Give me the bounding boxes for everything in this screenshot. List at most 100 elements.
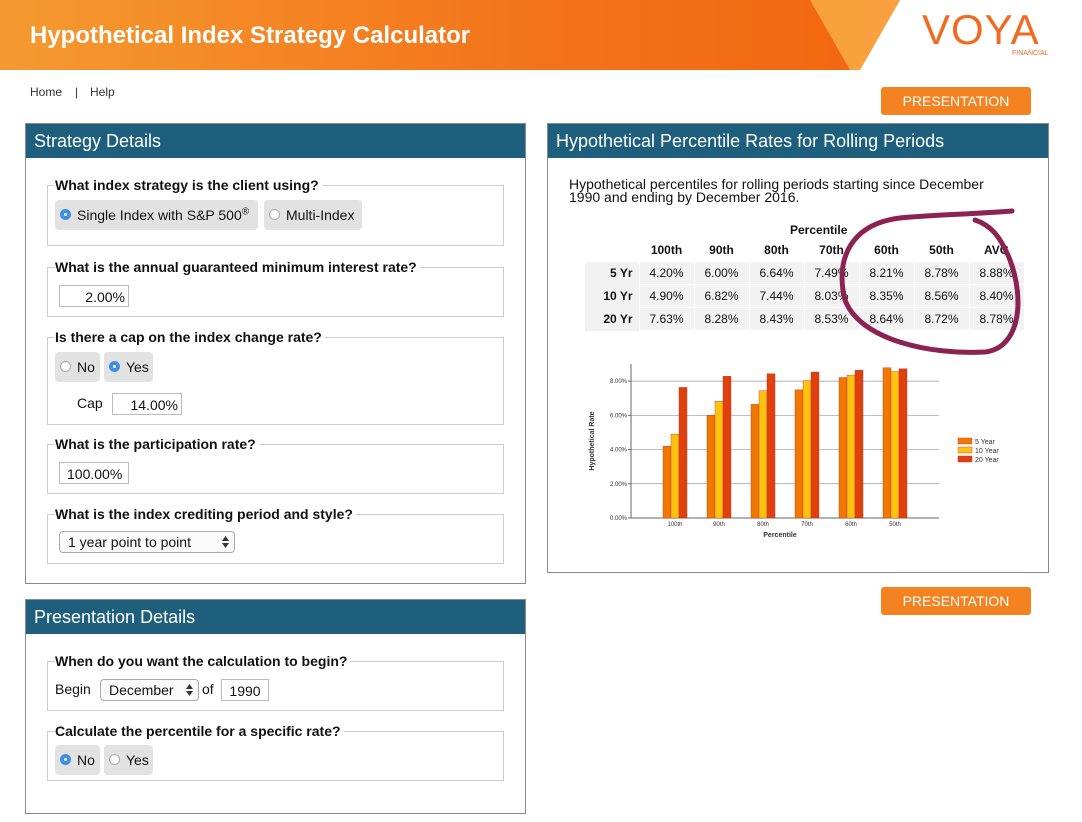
legend-label: 10 Year [975, 448, 999, 455]
select-value: December [109, 682, 174, 698]
question: When do you want the calculation to begi… [55, 653, 351, 669]
begin-label: Begin [55, 681, 91, 697]
table-cell: 8.40% [968, 284, 1025, 308]
bar [766, 373, 776, 519]
bar [670, 433, 680, 519]
panel-title: Presentation Details [26, 600, 525, 634]
text-input[interactable]: 1990 [221, 679, 269, 701]
radio[interactable] [109, 754, 120, 765]
header-band [0, 0, 900, 70]
radio[interactable] [109, 361, 120, 372]
legend-swatch [957, 446, 973, 454]
presentation-panel: Presentation Details [25, 599, 526, 814]
bar [890, 371, 900, 519]
select[interactable]: December [100, 679, 199, 701]
text-input[interactable]: 14.00% [112, 393, 182, 415]
option-label: Single Index with S&P 500 [77, 207, 242, 223]
option-label: Yes [126, 752, 149, 768]
bar [662, 445, 672, 519]
legend-label: 20 Year [975, 457, 999, 464]
table-row: 5 Yr 4.20% 6.00% 6.64% 7.49% 8.21% 8.78% 8.88% [585, 261, 1025, 285]
option-label: No [77, 359, 95, 375]
y-axis-label: Hypothetical Rate [589, 411, 596, 470]
question: What is the index crediting period and s… [55, 506, 356, 522]
annotation-circle [839, 208, 1021, 355]
select-arrows [222, 536, 229, 548]
table-cell: 8.72% [913, 307, 970, 331]
panel-title: Hypothetical Percentile Rates for Rollin… [548, 124, 1048, 158]
nav-help[interactable]: Help [90, 85, 115, 99]
radio[interactable] [60, 754, 71, 765]
cap-label: Cap [77, 395, 103, 411]
bar [838, 377, 848, 519]
nav-home[interactable]: Home [30, 85, 63, 99]
text-input[interactable]: 2.00% [59, 285, 129, 307]
question: What is the participation rate? [55, 436, 259, 452]
x-tick-label: 90th [713, 522, 725, 528]
presentation-button[interactable]: PRESENTATION [881, 587, 1031, 615]
radio-option[interactable]: No [55, 745, 100, 775]
radio-option[interactable]: Single Index with S&P 500® [55, 200, 258, 230]
select[interactable]: 1 year point to point [59, 531, 235, 553]
text-input[interactable]: 100.00% [59, 462, 129, 484]
y-tick-label: 8.00% [610, 379, 628, 385]
row-label: 20 Yr [585, 307, 639, 331]
table-cell: 7.49% [803, 261, 860, 285]
table-cell: 7.63% [638, 307, 695, 331]
table-cell: 8.56% [913, 284, 970, 308]
bar [854, 369, 864, 519]
bar [898, 368, 908, 519]
option-label: Multi-Index [286, 207, 355, 223]
table-cell: 8.78% [968, 307, 1025, 331]
radio[interactable] [60, 361, 71, 372]
radio-option[interactable]: Yes [104, 352, 153, 382]
table-cell: 8.78% [913, 261, 970, 285]
bar [794, 389, 804, 519]
radio-option[interactable]: Multi-Index [264, 200, 362, 230]
table-cell: 8.28% [693, 307, 750, 331]
bar [722, 376, 732, 519]
select-value: 1 year point to point [68, 534, 191, 550]
legend-swatch [957, 437, 973, 445]
y-tick-label: 4.00% [610, 448, 628, 454]
presentation-button[interactable]: PRESENTATION [881, 87, 1031, 115]
column-header: 50th [929, 243, 954, 257]
table-cell: 4.90% [638, 284, 695, 308]
radio[interactable] [60, 209, 71, 220]
column-header: 60th [874, 243, 899, 257]
question: What index strategy is the client using? [55, 177, 322, 193]
table-cell: 8.35% [858, 284, 915, 308]
table-cell: 8.43% [748, 307, 805, 331]
legend-label: 5 Year [975, 439, 996, 446]
table-cell: 8.21% [858, 261, 915, 285]
x-tick-label: 60th [845, 522, 857, 528]
logo-sub: FINANCIAL [1012, 50, 1049, 57]
fieldset [47, 444, 504, 494]
column-header: 90th [709, 243, 734, 257]
y-tick-label: 0.00% [610, 516, 628, 522]
column-header: 80th [764, 243, 789, 257]
radio-option[interactable]: No [55, 352, 100, 382]
option-label: Yes [126, 359, 149, 375]
radio-option[interactable]: Yes [104, 745, 153, 775]
bar [802, 380, 812, 519]
bar [714, 401, 724, 519]
table-cell: 6.82% [693, 284, 750, 308]
x-tick-label: 80th [757, 522, 769, 528]
group-header: Percentile [790, 223, 848, 237]
table-cell: 6.64% [748, 261, 805, 285]
bar [706, 415, 716, 519]
bar [882, 367, 892, 519]
radio[interactable] [269, 209, 280, 220]
bar [846, 374, 856, 519]
x-tick-label: 50th [889, 522, 901, 528]
nav-separator: | [75, 85, 79, 99]
y-tick-label: 6.00% [610, 413, 628, 419]
question: Is there a cap on the index change rate? [55, 329, 325, 345]
column-header: 70th [819, 243, 844, 257]
table-cell: 4.20% [638, 261, 695, 285]
registered-mark: ® [241, 206, 250, 218]
row-label: 10 Yr [585, 284, 639, 308]
